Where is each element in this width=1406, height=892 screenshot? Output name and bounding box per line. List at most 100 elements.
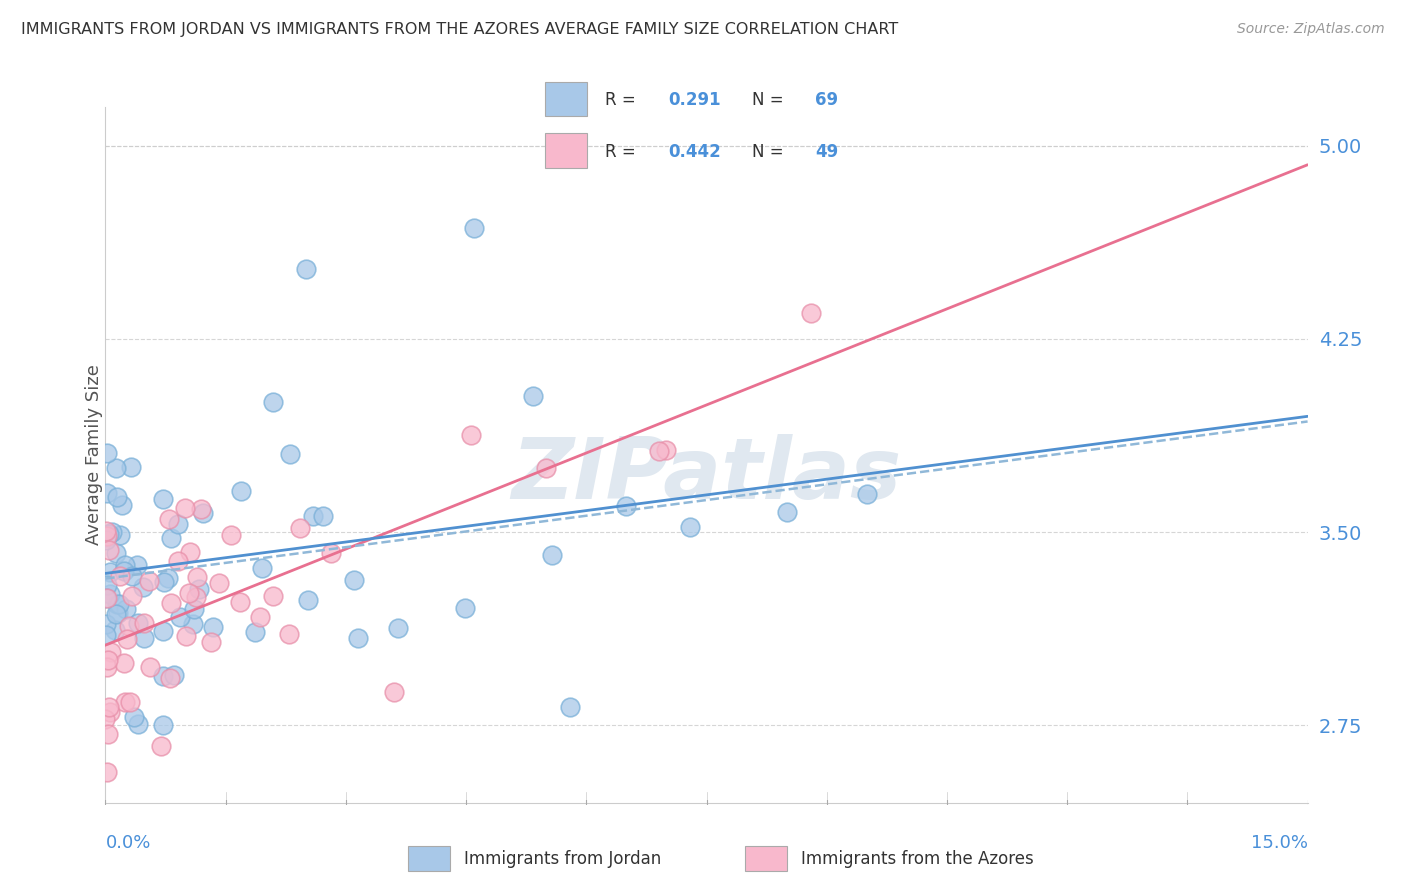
Point (114, 558, 136, 572)
Text: R =: R = (605, 143, 641, 161)
Point (382, 685, 405, 699)
Text: 0.291: 0.291 (668, 91, 720, 109)
Point (134, 615, 156, 630)
Point (96, 446, 118, 460)
Point (115, 602, 138, 616)
Point (96, 485, 118, 500)
Text: 0.0%: 0.0% (105, 834, 150, 852)
Point (139, 659, 162, 673)
Text: Immigrants from the Azores: Immigrants from the Azores (801, 849, 1035, 868)
Y-axis label: Average Family Size: Average Family Size (86, 365, 103, 545)
Point (122, 710, 145, 724)
Point (115, 632, 138, 646)
Point (110, 569, 132, 583)
Point (193, 507, 215, 521)
Point (184, 590, 207, 604)
Point (118, 695, 141, 709)
Point (540, 548, 562, 562)
Text: Source: ZipAtlas.com: Source: ZipAtlas.com (1237, 22, 1385, 37)
Point (132, 631, 155, 645)
Point (250, 561, 273, 575)
Point (105, 461, 128, 475)
Point (96, 529, 118, 543)
Point (94, 712, 117, 726)
Text: R =: R = (605, 91, 641, 109)
Point (560, 700, 582, 714)
Point (101, 525, 124, 540)
Point (107, 606, 129, 620)
Point (208, 575, 231, 590)
Point (112, 564, 135, 578)
Point (127, 615, 149, 630)
FancyBboxPatch shape (544, 82, 588, 116)
Point (262, 395, 284, 409)
Point (800, 306, 823, 320)
Point (855, 486, 877, 500)
Point (114, 695, 136, 709)
Point (616, 500, 638, 514)
FancyBboxPatch shape (544, 134, 588, 168)
Point (166, 516, 188, 531)
Point (245, 625, 267, 640)
Point (125, 558, 148, 572)
Point (97, 527, 120, 541)
Point (522, 389, 544, 403)
Point (160, 596, 183, 610)
Point (98, 587, 121, 601)
Point (104, 623, 127, 637)
Point (229, 483, 252, 498)
Point (96, 628, 118, 642)
Point (655, 442, 678, 457)
Point (152, 669, 174, 683)
Text: N =: N = (752, 143, 789, 161)
Point (776, 505, 799, 519)
Point (100, 645, 122, 659)
Point (121, 589, 143, 603)
Point (200, 635, 222, 649)
Point (249, 609, 271, 624)
Point (105, 607, 128, 621)
Point (152, 718, 174, 732)
Point (111, 498, 134, 512)
Point (183, 616, 205, 631)
Point (202, 620, 225, 634)
Point (94, 533, 117, 548)
Point (278, 447, 301, 461)
Point (343, 573, 366, 587)
Text: IMMIGRANTS FROM JORDAN VS IMMIGRANTS FROM THE AZORES AVERAGE FAMILY SIZE CORRELA: IMMIGRANTS FROM JORDAN VS IMMIGRANTS FRO… (21, 22, 898, 37)
Point (97, 700, 120, 714)
FancyBboxPatch shape (408, 847, 450, 871)
Point (460, 428, 482, 442)
Point (347, 632, 370, 646)
Point (297, 593, 319, 607)
Point (96, 765, 118, 780)
Point (118, 619, 141, 633)
Point (104, 546, 127, 560)
Point (112, 656, 135, 670)
Point (534, 460, 557, 475)
Point (108, 528, 131, 542)
Point (163, 667, 186, 681)
Point (277, 626, 299, 640)
Point (120, 459, 142, 474)
Point (159, 672, 181, 686)
Point (186, 570, 208, 584)
Point (96, 578, 118, 592)
Point (301, 509, 323, 524)
Point (463, 221, 485, 235)
Point (98, 706, 121, 720)
Point (188, 582, 211, 596)
Point (96, 524, 118, 538)
Point (173, 501, 195, 516)
Point (229, 595, 252, 609)
Text: N =: N = (752, 91, 789, 109)
Point (98, 543, 121, 558)
Point (679, 520, 702, 534)
Text: Immigrants from Jordan: Immigrants from Jordan (464, 849, 661, 868)
Text: 49: 49 (815, 143, 839, 161)
Point (97, 653, 120, 667)
Point (105, 490, 128, 504)
Point (121, 569, 143, 583)
Point (156, 571, 179, 585)
Point (183, 602, 205, 616)
